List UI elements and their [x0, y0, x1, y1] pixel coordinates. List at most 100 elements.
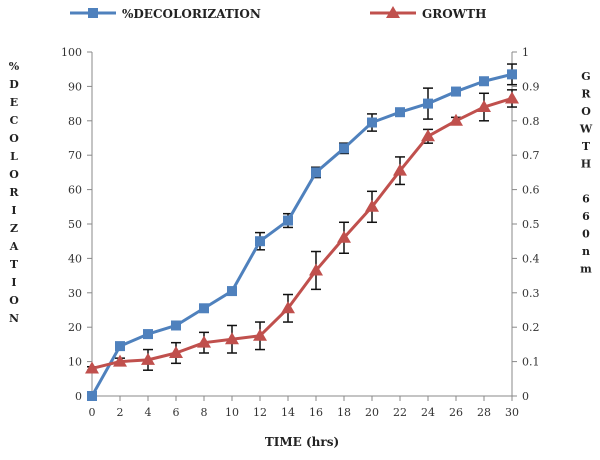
data-point-growth — [421, 129, 435, 142]
x-tick-label: 28 — [477, 406, 491, 419]
y-axis-right-title-letter: W — [579, 123, 593, 136]
data-point-decolorization — [115, 341, 125, 352]
y-axis-right-title-letter: 6 — [582, 210, 590, 223]
data-point-growth — [505, 91, 519, 104]
data-point-decolorization — [339, 143, 349, 154]
y-tick-label-left: 50 — [68, 218, 82, 231]
data-point-decolorization — [171, 320, 181, 331]
x-tick-label: 4 — [145, 406, 152, 419]
y-tick-label-right: 0.9 — [522, 80, 540, 93]
data-point-growth — [225, 332, 239, 345]
data-point-growth — [253, 328, 267, 341]
data-point-growth — [477, 100, 491, 113]
y-axis-left-title-letter: I — [11, 276, 16, 289]
y-tick-label-left: 90 — [68, 80, 82, 93]
y-axis-left-title-letter: O — [9, 294, 19, 307]
data-point-decolorization — [199, 303, 209, 314]
y-tick-label-left: 80 — [68, 115, 82, 128]
series-line — [90, 72, 513, 397]
legend-marker-triangle — [386, 6, 400, 18]
y-tick-label-left: 70 — [68, 149, 82, 162]
series-lines — [90, 72, 513, 397]
legend-marker-square — [88, 8, 98, 18]
data-point-growth — [337, 230, 351, 243]
tick-labels: 010203040506070809010000.10.20.30.40.50.… — [61, 46, 540, 419]
y-axis-left-title-letter: D — [9, 78, 19, 91]
y-tick-label-right: 0.8 — [522, 115, 540, 128]
y-axis-left-title-letter: Z — [10, 222, 18, 235]
y-tick-label-right: 0.1 — [522, 356, 540, 369]
data-point-decolorization — [451, 86, 461, 97]
y-axis-right-title-letter: n — [582, 245, 590, 258]
y-tick-label-left: 10 — [68, 356, 82, 369]
y-tick-label-right: 0.7 — [522, 149, 540, 162]
data-point-decolorization — [143, 329, 153, 340]
data-point-decolorization — [507, 69, 517, 80]
y-tick-label-left: 100 — [61, 46, 82, 59]
y-axis-left-title-letter: L — [10, 150, 18, 163]
data-point-growth — [309, 263, 323, 276]
y-tick-label-right: 0.3 — [522, 287, 540, 300]
x-tick-label: 26 — [449, 406, 463, 419]
legend: %DECOLORIZATION GROWTH — [70, 6, 486, 21]
x-tick-label: 30 — [505, 406, 519, 419]
x-tick-label: 14 — [281, 406, 295, 419]
y-axis-right-title-letter: m — [580, 263, 592, 276]
data-point-decolorization — [367, 117, 377, 128]
y-tick-label-left: 30 — [68, 287, 82, 300]
data-point-decolorization — [87, 391, 97, 401]
x-tick-label: 12 — [253, 406, 267, 419]
y-axis-right-title-letter: R — [581, 88, 591, 101]
data-point-growth — [449, 113, 463, 126]
data-point-growth — [281, 301, 295, 314]
error-bars — [87, 63, 517, 371]
y-axis-right-title-letter: H — [581, 158, 591, 171]
legend-label: %DECOLORIZATION — [122, 7, 261, 21]
y-axis-right-title-letter: 6 — [582, 193, 590, 206]
data-point-growth — [197, 335, 211, 348]
y-axis-right-title-letter: T — [582, 140, 591, 153]
data-point-growth — [141, 352, 155, 365]
legend-label: GROWTH — [422, 7, 486, 21]
y-axis-left-title-letter: T — [10, 258, 19, 271]
y-tick-label-right: 0.6 — [522, 184, 540, 197]
y-tick-label-left: 40 — [68, 252, 82, 265]
y-tick-label-left: 20 — [68, 321, 82, 334]
x-tick-label: 0 — [89, 406, 96, 419]
y-axis-right-title-letter: O — [581, 105, 591, 118]
axes — [87, 51, 517, 401]
y-tick-label-right: 0.4 — [522, 252, 540, 265]
data-point-growth — [169, 346, 183, 358]
y-tick-label-right: 1 — [522, 46, 529, 59]
y-axis-left-title-letter: R — [9, 186, 19, 199]
x-tick-label: 10 — [225, 406, 239, 419]
y-axis-left-title-letter: O — [9, 132, 19, 145]
x-tick-label: 16 — [309, 406, 323, 419]
data-point-decolorization — [395, 107, 405, 118]
data-point-growth — [113, 354, 127, 367]
x-tick-label: 8 — [201, 406, 208, 419]
y-axis-right-title-letter: 0 — [582, 228, 590, 241]
y-axis-right-title-letter: G — [581, 70, 590, 83]
y-axis-left-title-letter: I — [11, 204, 16, 217]
y-tick-label-right: 0.2 — [522, 321, 540, 334]
data-point-decolorization — [311, 167, 321, 178]
y-axis-left-title-letter: O — [9, 168, 19, 181]
data-point-growth — [85, 361, 99, 374]
y-axis-left-title-letter: A — [9, 240, 19, 253]
data-point-decolorization — [423, 98, 433, 109]
y-tick-label-right: 0 — [522, 390, 529, 403]
x-tick-label: 18 — [337, 406, 351, 419]
x-tick-label: 22 — [393, 406, 407, 419]
x-tick-label: 20 — [365, 406, 379, 419]
x-axis-title: TIME (hrs) — [265, 435, 339, 449]
data-point-decolorization — [255, 236, 265, 247]
x-tick-label: 24 — [421, 406, 435, 419]
x-tick-label: 6 — [173, 406, 180, 419]
data-point-growth — [365, 199, 379, 212]
y-tick-label-left: 0 — [75, 390, 82, 403]
y-tick-label-right: 0.5 — [522, 218, 540, 231]
y-axis-left-title-letter: % — [9, 60, 20, 73]
